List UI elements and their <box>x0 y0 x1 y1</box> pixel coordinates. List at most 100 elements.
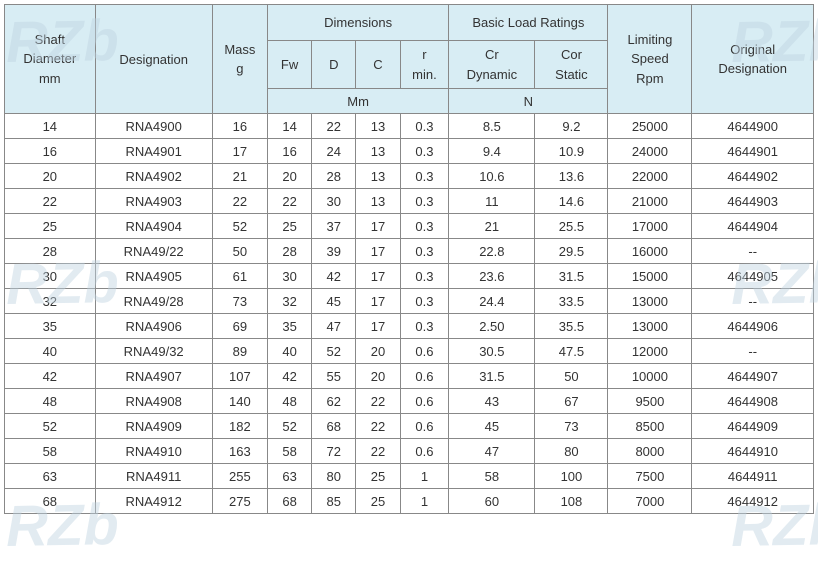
cell-d: 22 <box>312 114 356 139</box>
cell-orig: 4644911 <box>692 464 814 489</box>
cell-orig: 4644910 <box>692 439 814 464</box>
cell-mass: 21 <box>212 164 267 189</box>
cell-r: 0.3 <box>400 114 449 139</box>
table-row: 16RNA4901171624130.39.410.9240004644901 <box>5 139 814 164</box>
cell-c: 13 <box>356 114 400 139</box>
cell-fw: 58 <box>267 439 311 464</box>
cell-cor: 29.5 <box>535 239 608 264</box>
cell-speed: 24000 <box>608 139 692 164</box>
cell-c: 17 <box>356 314 400 339</box>
cell-fw: 22 <box>267 189 311 214</box>
header-mm-unit: Mm <box>267 89 448 114</box>
cell-d: 62 <box>312 389 356 414</box>
cell-speed: 8000 <box>608 439 692 464</box>
cell-c: 13 <box>356 164 400 189</box>
cell-d: 30 <box>312 189 356 214</box>
cell-d: 37 <box>312 214 356 239</box>
cell-mass: 107 <box>212 364 267 389</box>
cell-mass: 22 <box>212 189 267 214</box>
cell-r: 0.6 <box>400 364 449 389</box>
cell-shaft: 16 <box>5 139 96 164</box>
cell-speed: 21000 <box>608 189 692 214</box>
cell-c: 17 <box>356 214 400 239</box>
cell-d: 24 <box>312 139 356 164</box>
table-row: 63RNA491125563802515810075004644911 <box>5 464 814 489</box>
header-c: C <box>356 41 400 89</box>
cell-speed: 15000 <box>608 264 692 289</box>
bearing-spec-table: ShaftDiametermm Designation Massg Dimens… <box>4 4 814 514</box>
cell-shaft: 48 <box>5 389 96 414</box>
table-row: 25RNA4904522537170.32125.5170004644904 <box>5 214 814 239</box>
cell-d: 72 <box>312 439 356 464</box>
cell-r: 0.6 <box>400 339 449 364</box>
cell-orig: -- <box>692 239 814 264</box>
header-speed: LimitingSpeedRpm <box>608 5 692 114</box>
cell-cr: 43 <box>449 389 535 414</box>
cell-orig: 4644903 <box>692 189 814 214</box>
cell-orig: 4644905 <box>692 264 814 289</box>
table-row: 28RNA49/22502839170.322.829.516000-- <box>5 239 814 264</box>
cell-r: 0.3 <box>400 164 449 189</box>
cell-mass: 16 <box>212 114 267 139</box>
cell-r: 0.3 <box>400 139 449 164</box>
cell-mass: 69 <box>212 314 267 339</box>
cell-cor: 50 <box>535 364 608 389</box>
cell-speed: 7500 <box>608 464 692 489</box>
cell-c: 17 <box>356 289 400 314</box>
cell-shaft: 32 <box>5 289 96 314</box>
cell-d: 39 <box>312 239 356 264</box>
table-row: 30RNA4905613042170.323.631.5150004644905 <box>5 264 814 289</box>
header-dimensions: Dimensions <box>267 5 448 41</box>
cell-c: 13 <box>356 189 400 214</box>
cell-cr: 23.6 <box>449 264 535 289</box>
cell-desig: RNA49/32 <box>95 339 212 364</box>
cell-orig: 4644902 <box>692 164 814 189</box>
cell-r: 0.3 <box>400 189 449 214</box>
cell-cr: 60 <box>449 489 535 514</box>
cell-mass: 61 <box>212 264 267 289</box>
cell-c: 17 <box>356 239 400 264</box>
cell-desig: RNA4905 <box>95 264 212 289</box>
cell-r: 0.3 <box>400 289 449 314</box>
cell-fw: 20 <box>267 164 311 189</box>
cell-fw: 30 <box>267 264 311 289</box>
cell-r: 0.3 <box>400 239 449 264</box>
cell-desig: RNA4908 <box>95 389 212 414</box>
cell-shaft: 42 <box>5 364 96 389</box>
cell-cr: 11 <box>449 189 535 214</box>
cell-d: 52 <box>312 339 356 364</box>
cell-shaft: 58 <box>5 439 96 464</box>
cell-mass: 140 <box>212 389 267 414</box>
table-row: 22RNA4903222230130.31114.6210004644903 <box>5 189 814 214</box>
cell-d: 68 <box>312 414 356 439</box>
cell-fw: 25 <box>267 214 311 239</box>
cell-shaft: 28 <box>5 239 96 264</box>
cell-r: 0.3 <box>400 264 449 289</box>
cell-orig: 4644900 <box>692 114 814 139</box>
cell-fw: 28 <box>267 239 311 264</box>
cell-r: 1 <box>400 489 449 514</box>
cell-orig: 4644912 <box>692 489 814 514</box>
cell-r: 0.3 <box>400 214 449 239</box>
cell-d: 45 <box>312 289 356 314</box>
cell-c: 22 <box>356 414 400 439</box>
cell-mass: 255 <box>212 464 267 489</box>
table-row: 40RNA49/32894052200.630.547.512000-- <box>5 339 814 364</box>
cell-cor: 80 <box>535 439 608 464</box>
header-designation: Designation <box>95 5 212 114</box>
cell-c: 25 <box>356 489 400 514</box>
cell-cor: 73 <box>535 414 608 439</box>
cell-fw: 32 <box>267 289 311 314</box>
cell-cor: 100 <box>535 464 608 489</box>
cell-speed: 10000 <box>608 364 692 389</box>
cell-cor: 9.2 <box>535 114 608 139</box>
table-row: 14RNA4900161422130.38.59.2250004644900 <box>5 114 814 139</box>
table-row: 68RNA491227568852516010870004644912 <box>5 489 814 514</box>
cell-fw: 63 <box>267 464 311 489</box>
table-row: 20RNA4902212028130.310.613.6220004644902 <box>5 164 814 189</box>
cell-desig: RNA49/22 <box>95 239 212 264</box>
header-d: D <box>312 41 356 89</box>
cell-mass: 89 <box>212 339 267 364</box>
cell-shaft: 22 <box>5 189 96 214</box>
cell-orig: 4644909 <box>692 414 814 439</box>
